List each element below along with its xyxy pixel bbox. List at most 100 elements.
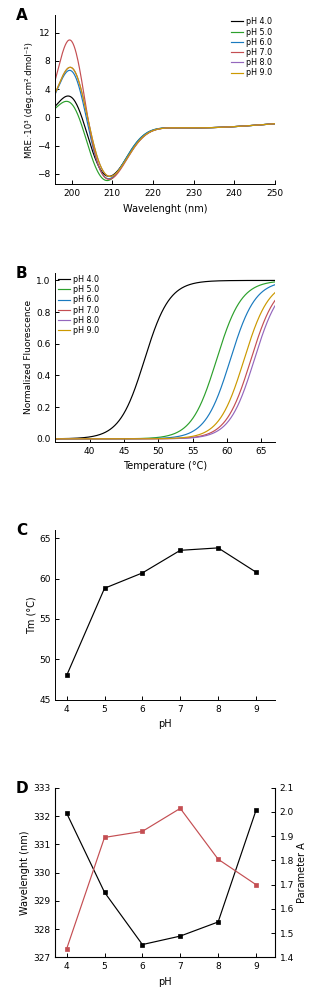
X-axis label: pH: pH — [158, 719, 172, 729]
pH 6.0 — [273, 279, 277, 291]
pH 6.0 — [80, 93, 84, 105]
pH 6.0 — [53, 88, 57, 100]
pH 7.0 — [126, 152, 130, 164]
pH 7.0 — [68, 34, 71, 46]
pH 5.0 — [153, 432, 156, 443]
pH 5.0 — [219, 341, 222, 353]
pH 5.0 — [53, 433, 57, 444]
Line: pH 6.0: pH 6.0 — [55, 70, 275, 179]
pH 7.0 — [80, 78, 84, 90]
pH 9.0 — [153, 433, 156, 444]
pH 9.0 — [273, 287, 277, 299]
pH 4.0 — [142, 130, 145, 142]
pH 6.0 — [126, 149, 130, 161]
pH 5.0 — [193, 122, 197, 134]
pH 5.0 — [92, 433, 96, 444]
pH 5.0 — [105, 175, 109, 186]
pH 4.0 — [193, 122, 197, 134]
pH 4.0 — [107, 171, 111, 183]
Text: B: B — [16, 266, 27, 281]
pH 7.0 — [200, 430, 204, 441]
Y-axis label: Tm (°C): Tm (°C) — [26, 596, 36, 634]
pH 7.0 — [53, 433, 57, 444]
pH 8.0 — [183, 433, 187, 444]
pH 6.0 — [153, 433, 156, 444]
pH 8.0 — [68, 62, 72, 73]
Line: pH 8.0: pH 8.0 — [55, 67, 275, 177]
pH 8.0 — [110, 433, 114, 444]
pH 8.0 — [53, 433, 57, 444]
pH 6.0 — [68, 64, 71, 76]
Text: D: D — [16, 781, 28, 796]
pH 9.0 — [108, 171, 112, 183]
pH 8.0 — [126, 151, 130, 163]
pH 7.0 — [92, 433, 96, 444]
pH 7.0 — [107, 174, 111, 186]
pH 8.0 — [200, 431, 204, 442]
pH 4.0 — [53, 433, 57, 444]
pH 9.0 — [68, 62, 72, 73]
pH 9.0 — [53, 87, 57, 99]
pH 4.0 — [66, 90, 70, 102]
pH 9.0 — [53, 433, 57, 444]
pH 4.0 — [200, 276, 204, 288]
pH 9.0 — [214, 122, 218, 134]
pH 6.0 — [107, 173, 111, 185]
pH 8.0 — [193, 122, 197, 134]
pH 4.0 — [273, 275, 277, 287]
pH 8.0 — [273, 118, 277, 130]
pH 6.0 — [213, 122, 217, 134]
pH 9.0 — [219, 412, 222, 424]
pH 7.0 — [153, 433, 156, 444]
X-axis label: Wavelenght (nm): Wavelenght (nm) — [123, 203, 207, 214]
pH 6.0 — [273, 118, 277, 130]
pH 5.0 — [126, 149, 130, 161]
pH 4.0 — [92, 431, 96, 442]
pH 8.0 — [80, 88, 84, 100]
pH 4.0 — [153, 323, 156, 335]
pH 9.0 — [213, 122, 217, 134]
pH 8.0 — [214, 122, 218, 134]
Line: pH 6.0: pH 6.0 — [55, 285, 275, 438]
pH 5.0 — [64, 95, 68, 107]
pH 6.0 — [183, 429, 187, 440]
pH 6.0 — [110, 433, 114, 444]
pH 5.0 — [213, 122, 217, 134]
pH 4.0 — [219, 275, 222, 287]
pH 5.0 — [110, 433, 114, 444]
pH 8.0 — [92, 433, 96, 444]
pH 8.0 — [142, 131, 145, 143]
pH 6.0 — [53, 433, 57, 444]
pH 6.0 — [200, 418, 204, 430]
pH 8.0 — [219, 423, 222, 434]
pH 8.0 — [273, 300, 277, 311]
Line: pH 5.0: pH 5.0 — [55, 282, 275, 438]
pH 9.0 — [142, 131, 145, 143]
pH 7.0 — [273, 118, 277, 130]
pH 9.0 — [92, 433, 96, 444]
Line: pH 5.0: pH 5.0 — [55, 101, 275, 181]
pH 5.0 — [273, 118, 277, 130]
pH 6.0 — [219, 383, 222, 395]
pH 4.0 — [80, 113, 84, 125]
pH 7.0 — [193, 122, 197, 134]
pH 4.0 — [53, 100, 57, 112]
pH 4.0 — [273, 118, 277, 130]
Y-axis label: Normalized Fluorescence: Normalized Fluorescence — [24, 301, 33, 415]
pH 8.0 — [53, 87, 57, 99]
Text: A: A — [16, 8, 27, 23]
Legend: pH 4.0, pH 5.0, pH 6.0, pH 7.0, pH 8.0, pH 9.0: pH 4.0, pH 5.0, pH 6.0, pH 7.0, pH 8.0, … — [57, 274, 100, 335]
X-axis label: Temperature (°C): Temperature (°C) — [123, 461, 207, 471]
Y-axis label: Parameter A: Parameter A — [297, 842, 307, 903]
pH 7.0 — [53, 73, 57, 85]
pH 8.0 — [153, 433, 156, 444]
pH 7.0 — [213, 122, 217, 134]
Line: pH 7.0: pH 7.0 — [55, 301, 275, 438]
Y-axis label: Wavelenght (nm): Wavelenght (nm) — [21, 830, 30, 915]
pH 7.0 — [214, 122, 218, 134]
pH 6.0 — [193, 122, 197, 134]
pH 6.0 — [92, 433, 96, 444]
pH 4.0 — [213, 122, 217, 134]
pH 8.0 — [213, 122, 217, 134]
pH 5.0 — [80, 121, 84, 133]
